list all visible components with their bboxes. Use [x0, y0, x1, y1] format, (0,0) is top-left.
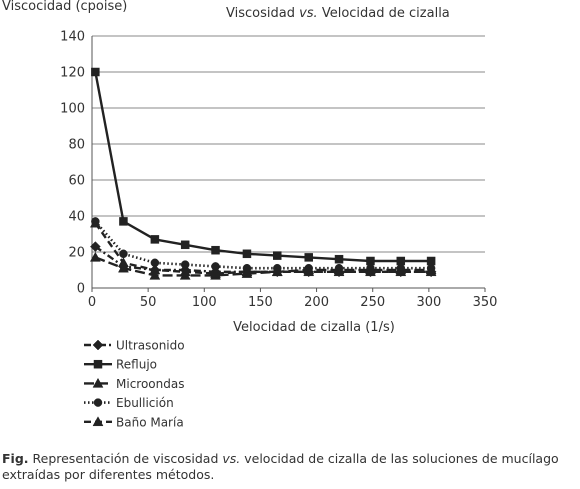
data-point — [179, 266, 191, 277]
grid-lines — [92, 35, 485, 253]
data-point — [425, 266, 437, 277]
x-axis-label: Velocidad de cizalla (1/s) — [233, 320, 395, 335]
data-point — [180, 240, 190, 250]
legend-label: Ultrasonido — [116, 339, 185, 353]
legend-label: Baño María — [116, 415, 184, 429]
data-point — [89, 217, 101, 228]
legend-item: Ebullición — [84, 396, 174, 410]
x-tick-label: 150 — [248, 295, 273, 310]
caption-text-after: velocidad de cizalla de las soluciones d… — [2, 451, 559, 482]
y-tick-label: 140 — [60, 30, 85, 45]
data-point — [119, 249, 128, 259]
legend-item: Reflujo — [84, 358, 157, 372]
x-tick-label: 300 — [416, 295, 441, 310]
legend-swatch-marker — [92, 416, 104, 427]
figure-caption: Fig. Representación de viscosidad vs. ve… — [2, 451, 578, 483]
caption-italic: vs. — [222, 451, 241, 466]
series-triangle-4 — [89, 217, 437, 278]
data-point — [365, 266, 376, 277]
data-point — [334, 254, 344, 264]
data-point — [89, 251, 101, 262]
data-point — [273, 251, 282, 260]
legend-item: Baño María — [84, 415, 184, 429]
data-point — [426, 256, 436, 266]
series-line — [94, 222, 432, 275]
x-tick-label: 200 — [304, 295, 329, 310]
data-point — [149, 269, 161, 280]
legend-label: Reflujo — [116, 358, 157, 372]
y-tick-labels: 0 20 40 60 80 100 120 140 — [60, 30, 85, 297]
legend-item: Microondas — [84, 377, 184, 391]
y-tick-label: 60 — [68, 174, 85, 189]
axes — [91, 36, 486, 292]
x-tick-labels: 0 50 100 150 200 250 300 350 — [88, 295, 498, 310]
x-tick-label: 50 — [140, 295, 157, 310]
series-square-1 — [91, 67, 436, 266]
data-point — [210, 268, 221, 278]
data-point — [149, 264, 161, 275]
legend-item: Ultrasonido — [84, 339, 185, 353]
y-tick-label: 0 — [77, 282, 85, 297]
legend-swatch-marker — [93, 359, 103, 369]
data-point — [150, 235, 160, 244]
x-tick-label: 350 — [473, 295, 498, 310]
data-point — [91, 67, 100, 77]
series-line — [94, 220, 432, 270]
x-tick-label: 250 — [360, 295, 385, 310]
legend-swatch-marker — [92, 339, 104, 351]
y-tick-label: 40 — [68, 210, 85, 225]
chart-title-part-1: Viscosidad — [226, 6, 299, 21]
legend: Ultrasonido Reflujo Microondas Ebullición Ba… — [84, 339, 185, 429]
data-point — [118, 257, 129, 268]
data-point — [118, 262, 129, 273]
data-point — [211, 245, 220, 255]
legend-swatch-marker — [93, 398, 103, 407]
data-point — [366, 256, 375, 266]
series-circle-3 — [91, 217, 436, 273]
y-tick-label: 80 — [68, 138, 85, 153]
legend-label: Ebullición — [116, 396, 174, 410]
y-tick-label: 20 — [68, 246, 85, 261]
y-tick-label: 100 — [60, 102, 85, 117]
caption-lead: Fig. — [2, 451, 29, 466]
data-point — [271, 266, 283, 277]
x-tick-label: 0 — [88, 295, 96, 310]
data-point — [119, 217, 128, 226]
data-point — [395, 266, 407, 277]
y-axis-label: Viscocidad (cpoise) — [2, 0, 127, 14]
chart-title-part-3: Velocidad de cizalla — [318, 6, 450, 21]
data-point — [241, 266, 253, 277]
x-tick-label: 100 — [192, 295, 217, 310]
data-point — [396, 256, 406, 266]
chart-title: Viscosidad vs. Velocidad de cizalla — [226, 6, 450, 21]
data-point — [303, 266, 315, 277]
y-tick-label: 120 — [60, 66, 85, 81]
legend-swatch-marker — [92, 377, 104, 388]
data-point — [333, 266, 345, 277]
caption-text-before: Representación de viscosidad — [28, 451, 223, 466]
series-layer — [89, 67, 437, 280]
viscosity-chart: Viscocidad (cpoise) Viscosidad vs. Veloc… — [2, 0, 498, 429]
series-line — [94, 71, 432, 263]
data-point — [90, 241, 101, 252]
legend-label: Microondas — [116, 377, 184, 391]
data-point — [242, 249, 252, 259]
chart-title-part-2: vs. — [299, 6, 318, 21]
data-point — [304, 253, 313, 262]
